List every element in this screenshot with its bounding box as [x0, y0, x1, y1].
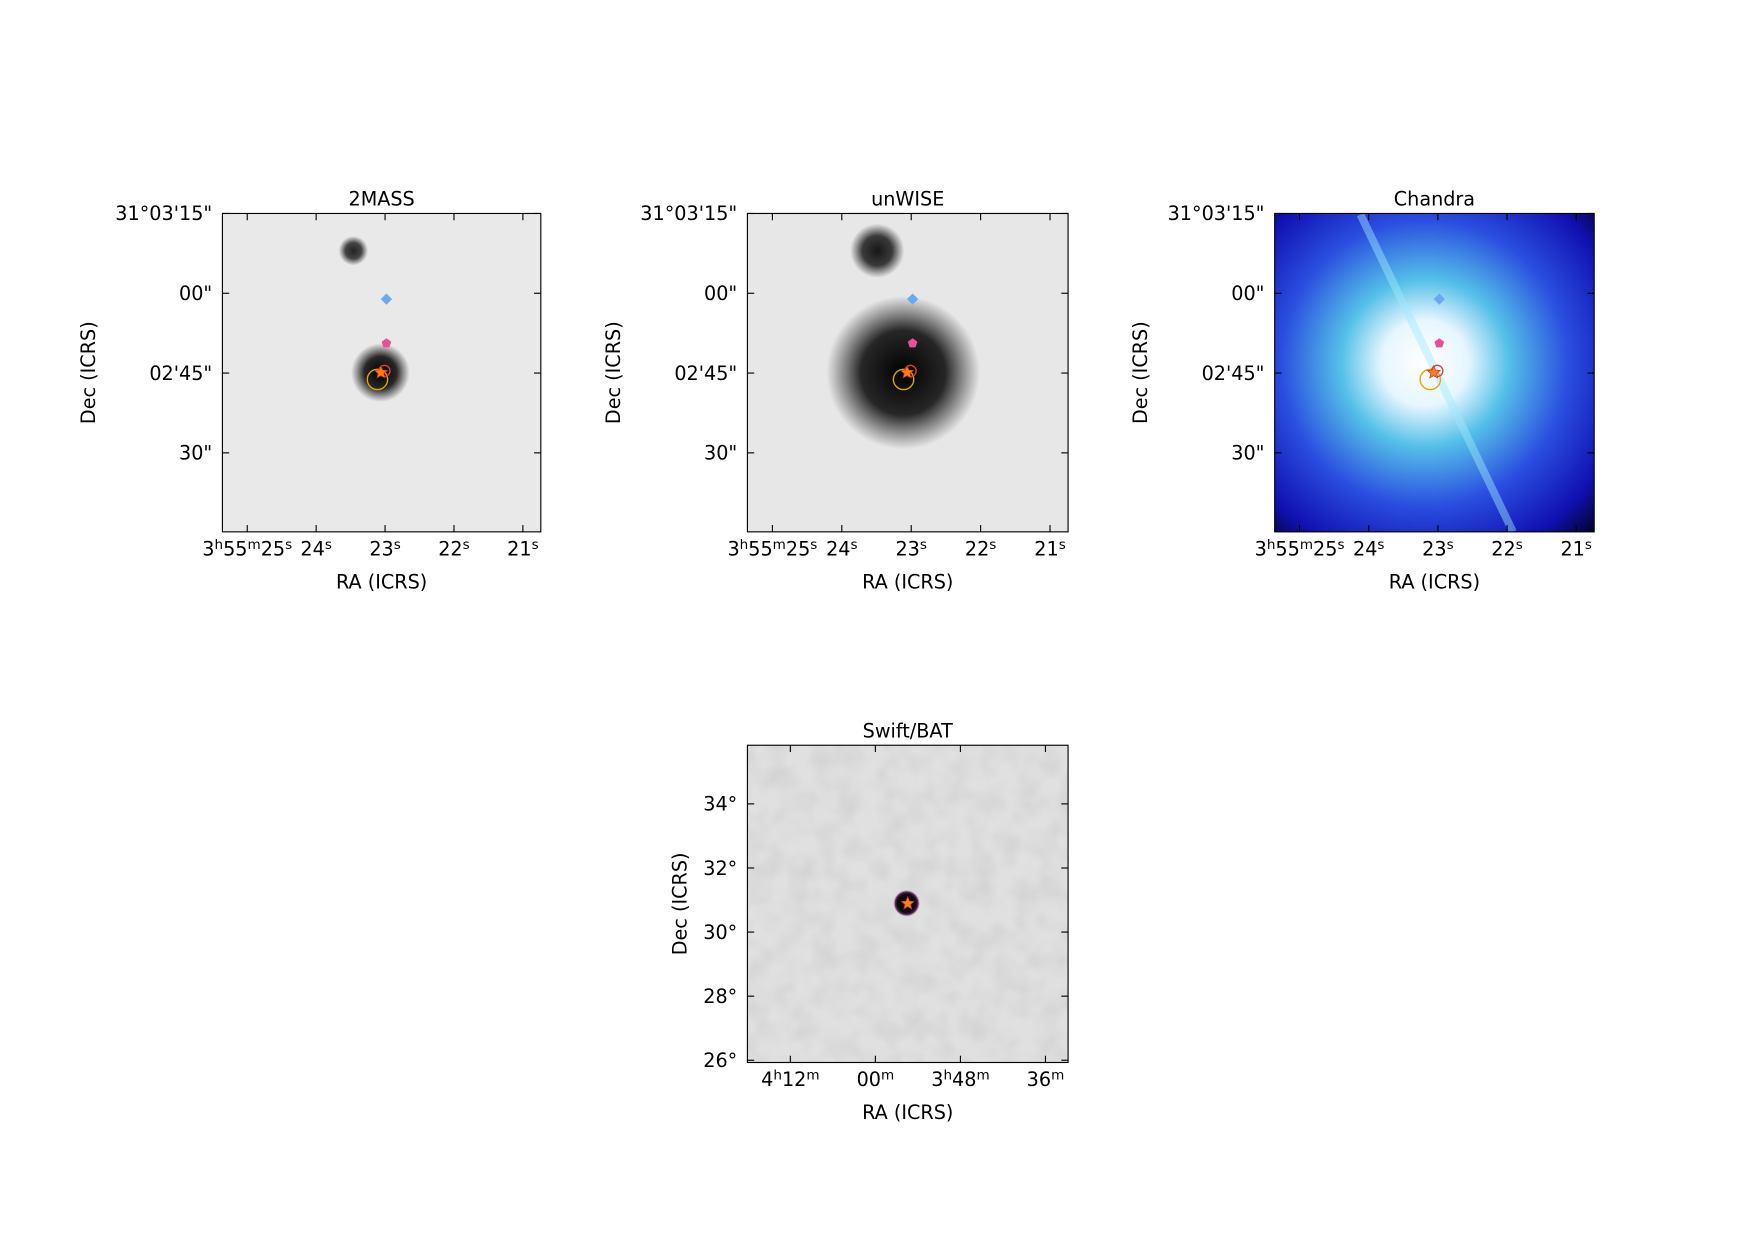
y-axis-label: Dec (ICRS) [77, 321, 100, 424]
x-tick-label: 3h48m [931, 1067, 989, 1091]
panel-title: unWISE [871, 188, 944, 211]
y-tick-label: 02'45" [674, 362, 737, 385]
marker-ring [892, 368, 915, 391]
axes-frame [746, 744, 1069, 1064]
marker-star [373, 364, 389, 379]
image-chandra [1274, 213, 1595, 532]
y-tick-label: 34° [703, 793, 737, 816]
x-tick-label: 24s [1353, 537, 1384, 561]
x-tick-label: 3h55m25s [727, 537, 817, 561]
y-axis-label: Dec (ICRS) [1129, 321, 1152, 424]
x-tick-label: 23s [895, 537, 926, 561]
y-tick-label: 30" [1231, 442, 1264, 465]
y-tick-label: 31°03'15" [640, 202, 737, 225]
x-tick-label: 00m [857, 1067, 895, 1091]
marker-pentagon [381, 338, 392, 348]
marker-ring [1419, 368, 1442, 391]
x-axis-label: RA (ICRS) [1389, 570, 1480, 593]
x-tick-label: 4h12m [761, 1067, 819, 1091]
y-tick-label: 02'45" [149, 362, 212, 385]
x-tick-label: 22s [438, 537, 469, 561]
y-tick-label: 31°03'15" [115, 202, 212, 225]
x-tick-label: 24s [826, 537, 857, 561]
x-tick-label: 21s [1560, 537, 1591, 561]
image-2mass [222, 213, 541, 532]
panel-title: Chandra [1394, 188, 1475, 211]
x-axis-label: RA (ICRS) [862, 570, 953, 593]
marker-star [900, 895, 915, 910]
x-tick-label: 21s [1034, 537, 1065, 561]
marker-pentagon [907, 338, 918, 348]
x-tick-label: 36m [1027, 1067, 1065, 1091]
x-tick-label: 22s [965, 537, 996, 561]
x-axis-label: RA (ICRS) [862, 1101, 953, 1124]
y-tick-label: 02'45" [1202, 362, 1265, 385]
x-tick-label: 23s [1422, 537, 1453, 561]
x-tick-label: 24s [300, 537, 331, 561]
y-tick-label: 28° [703, 985, 737, 1008]
panel-title: 2MASS [348, 188, 414, 211]
y-tick-label: 30" [704, 442, 737, 465]
y-tick-label: 00" [704, 282, 737, 305]
y-tick-label: 26° [703, 1049, 737, 1072]
y-tick-label: 30° [703, 921, 737, 944]
marker-diamond [1433, 293, 1445, 305]
marker-star [899, 364, 915, 379]
y-tick-label: 30" [179, 442, 212, 465]
y-tick-label: 32° [703, 857, 737, 880]
panel-title: Swift/BAT [863, 719, 953, 742]
x-axis-label: RA (ICRS) [336, 570, 427, 593]
x-tick-label: 21s [507, 537, 538, 561]
y-axis-label: Dec (ICRS) [668, 852, 691, 955]
marker-pentagon [1434, 338, 1445, 348]
y-tick-label: 00" [1231, 282, 1264, 305]
y-tick-label: 00" [179, 282, 212, 305]
x-tick-label: 22s [1491, 537, 1522, 561]
y-axis-label: Dec (ICRS) [602, 321, 625, 424]
marker-diamond [380, 293, 393, 305]
marker-ring [366, 368, 389, 391]
x-tick-label: 3h55m25s [202, 537, 292, 561]
marker-star [1426, 364, 1442, 379]
y-tick-label: 31°03'15" [1168, 202, 1265, 225]
x-tick-label: 23s [369, 537, 400, 561]
x-tick-label: 3h55m25s [1255, 537, 1345, 561]
